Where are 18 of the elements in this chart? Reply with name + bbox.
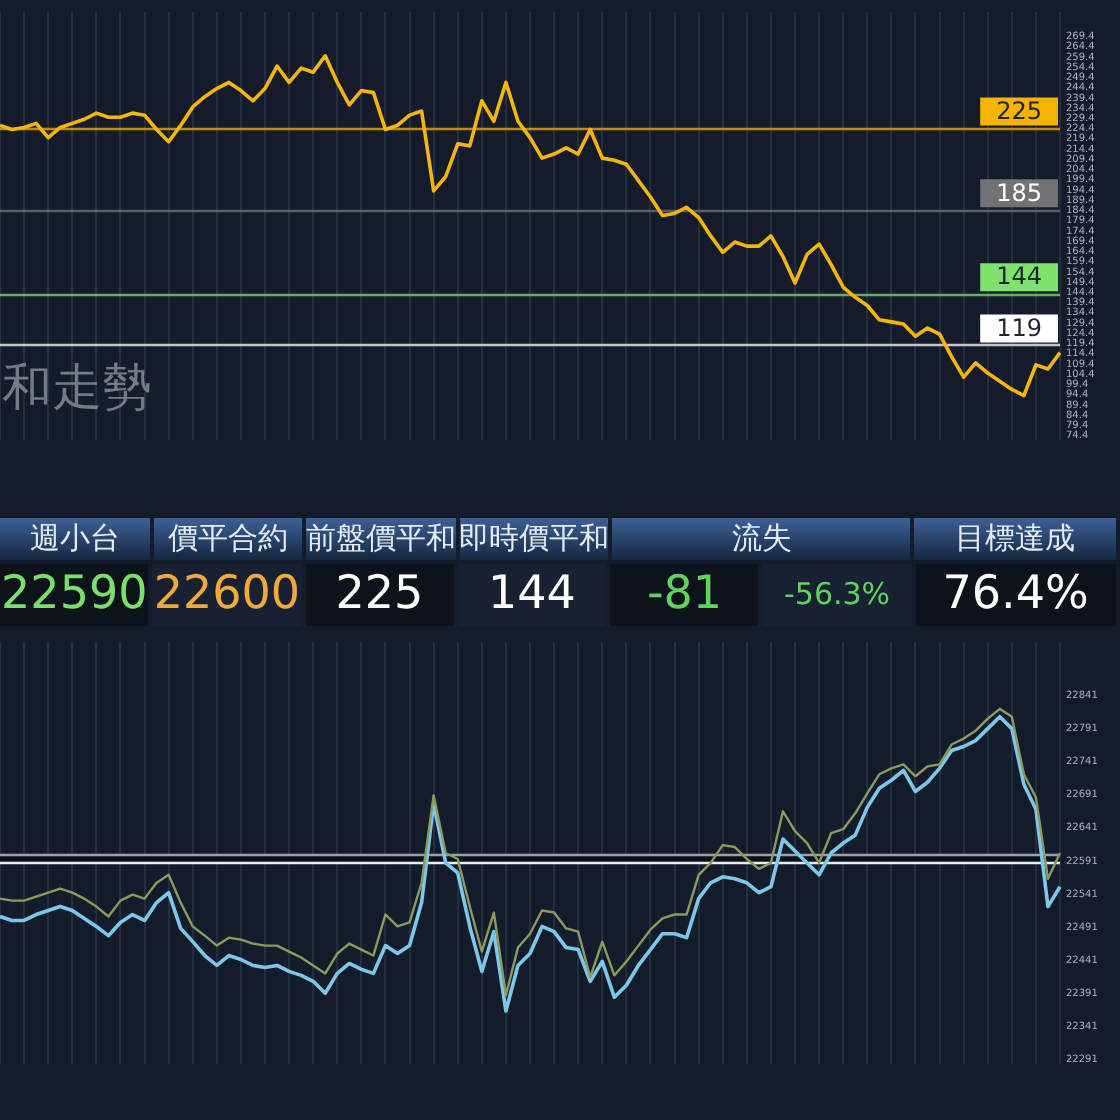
text: 144 <box>488 568 576 620</box>
annotation: 和走勢 <box>2 358 152 416</box>
ref-line-label: 185 <box>996 178 1042 207</box>
text: 22590 <box>1 568 148 620</box>
category-label: 價平合約 <box>153 518 307 560</box>
text: 76.4% <box>942 568 1089 620</box>
category-label: 週小台 <box>0 518 154 560</box>
category-label: 即時價平和 <box>459 518 613 560</box>
text: -56.3% <box>784 576 891 612</box>
category-label: 前盤價平和 <box>306 518 460 560</box>
ref-line-label: 144 <box>996 262 1042 291</box>
text: 22600 <box>153 568 300 620</box>
ref-line-label: 119 <box>996 313 1042 342</box>
category-label: 目標達成 <box>914 518 1120 560</box>
text: -81 <box>646 568 723 620</box>
ref-line-label: 225 <box>996 96 1042 125</box>
category-label: 流失 <box>612 518 915 560</box>
text: 225 <box>335 568 424 620</box>
